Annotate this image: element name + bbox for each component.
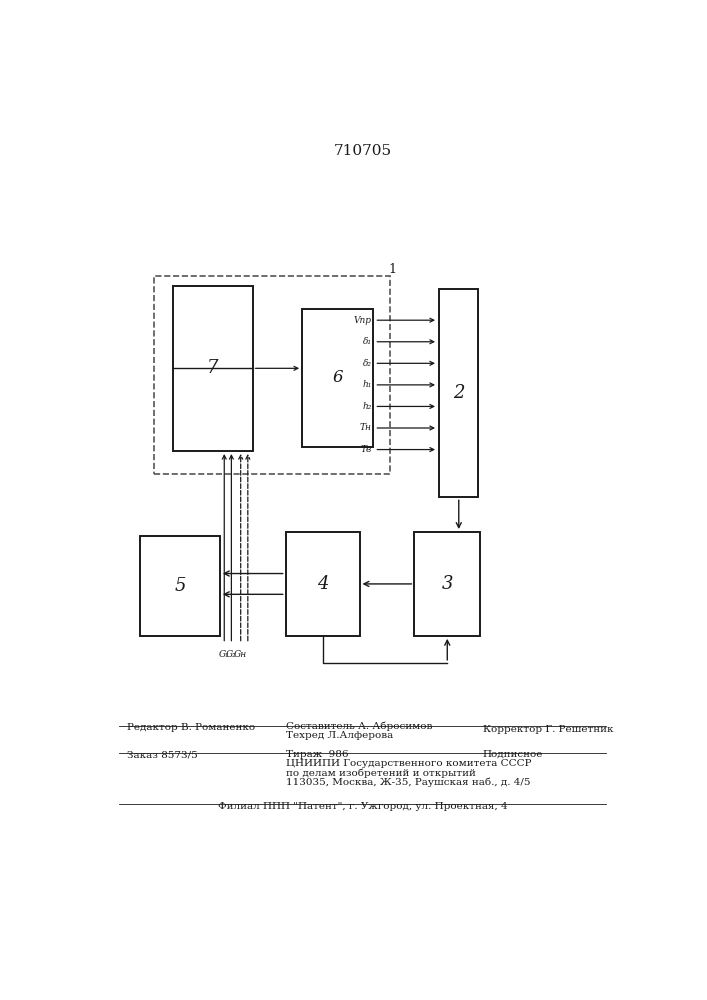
Bar [302, 309, 373, 447]
Text: Тираж  986: Тираж 986 [286, 750, 348, 759]
Text: Vпр: Vпр [354, 316, 372, 325]
Text: Tв: Tв [361, 445, 372, 454]
Bar [439, 289, 479, 497]
Text: δ₁: δ₁ [363, 337, 372, 346]
Text: 1: 1 [389, 263, 397, 276]
Bar [141, 536, 220, 636]
Bar [414, 532, 480, 636]
Text: Заказ 8573/5: Заказ 8573/5 [127, 750, 197, 759]
Bar [286, 532, 360, 636]
Text: δ₂: δ₂ [363, 359, 372, 368]
Text: h₂: h₂ [362, 402, 372, 411]
Text: h₁: h₁ [362, 380, 372, 389]
Text: Составитель А. Абросимов: Составитель А. Абросимов [286, 721, 432, 731]
Text: 6: 6 [332, 369, 343, 386]
Text: G₁: G₁ [219, 650, 230, 659]
Text: Техред Л.Алферова: Техред Л.Алферова [286, 731, 393, 740]
Text: Филиал ППП "Патент", г. Ужгород, ул. Проектная, 4: Филиал ППП "Патент", г. Ужгород, ул. Про… [218, 802, 507, 811]
Text: Tн: Tн [360, 424, 372, 432]
Text: ЦНИИПИ Государственного комитета СССР: ЦНИИПИ Государственного комитета СССР [286, 759, 531, 768]
Text: 7: 7 [207, 359, 218, 377]
Bar [173, 286, 253, 451]
Text: по делам изобретений и открытий: по делам изобретений и открытий [286, 768, 476, 778]
Text: 113035, Москва, Ж-35, Раушская наб., д. 4/5: 113035, Москва, Ж-35, Раушская наб., д. … [286, 777, 530, 787]
Text: 3: 3 [441, 575, 453, 593]
Text: 2: 2 [453, 384, 464, 402]
Text: Корректор Г. Решетник: Корректор Г. Решетник [483, 725, 614, 734]
Text: 710705: 710705 [333, 144, 392, 158]
Text: Редактор В. Романенко: Редактор В. Романенко [127, 723, 255, 732]
Text: G₂: G₂ [226, 650, 237, 659]
Bar [154, 276, 390, 474]
Text: Gн: Gн [234, 650, 247, 659]
Text: Подписное: Подписное [483, 750, 543, 759]
Text: 5: 5 [175, 577, 186, 595]
Text: 4: 4 [317, 575, 328, 593]
